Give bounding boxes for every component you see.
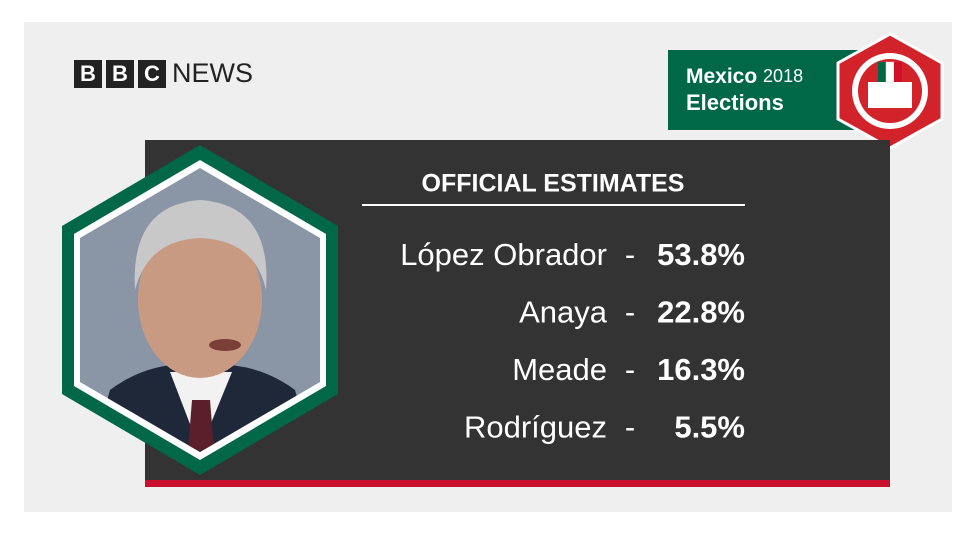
ballot-white bbox=[885, 61, 895, 83]
badge-box bbox=[668, 50, 863, 130]
face bbox=[138, 222, 262, 378]
candidate-name: Meade bbox=[512, 352, 607, 387]
candidate-photo bbox=[62, 145, 338, 475]
heading: OFFICIAL ESTIMATES bbox=[422, 170, 685, 198]
ballot-green bbox=[878, 62, 886, 82]
election-badge: Mexico 2018 Elections bbox=[668, 32, 944, 150]
separator: - bbox=[625, 352, 635, 387]
vote-share: 53.8% bbox=[657, 237, 745, 272]
panel-stripe bbox=[145, 480, 890, 487]
candidate-name: López Obrador bbox=[400, 237, 607, 272]
logo-letter: C bbox=[144, 61, 160, 86]
separator: - bbox=[625, 410, 635, 445]
badge-title-line: Mexico 2018 bbox=[686, 65, 803, 88]
candidate-name: Anaya bbox=[519, 295, 608, 330]
logo-box bbox=[74, 60, 102, 88]
badge-subtitle: Elections bbox=[686, 90, 784, 115]
bbc-logo: B B C NEWS bbox=[74, 58, 253, 88]
badge-title: Mexico bbox=[686, 65, 757, 88]
logo-box bbox=[106, 60, 134, 88]
separator: - bbox=[625, 237, 635, 272]
vote-share: 16.3% bbox=[657, 352, 745, 387]
mouth bbox=[209, 339, 241, 351]
ballot-red bbox=[894, 62, 902, 82]
logo-letter: B bbox=[80, 61, 96, 86]
candidate-name: Rodríguez bbox=[464, 410, 607, 445]
logo-box bbox=[138, 60, 166, 88]
ballot-box bbox=[868, 82, 912, 108]
tie bbox=[188, 400, 214, 450]
vote-share: 22.8% bbox=[657, 295, 745, 330]
logo-word: NEWS bbox=[172, 58, 253, 88]
badge-year: 2018 bbox=[763, 66, 803, 86]
hair bbox=[134, 200, 267, 290]
separator: - bbox=[625, 295, 635, 330]
results: OFFICIAL ESTIMATES López Obrador -53.8%An… bbox=[362, 170, 745, 445]
logo-letter: B bbox=[112, 61, 128, 86]
vote-share: 5.5% bbox=[674, 410, 745, 445]
